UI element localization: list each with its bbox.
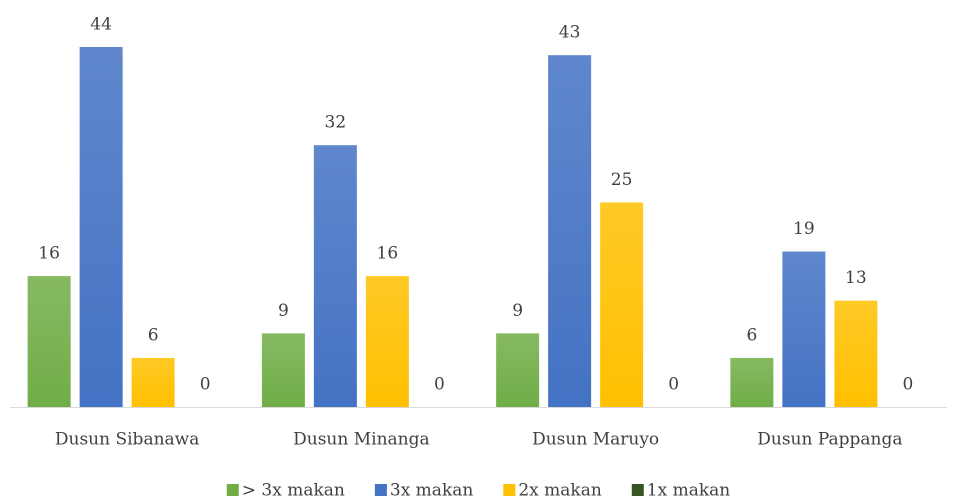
legend-label: 2x makan [518,481,601,501]
x-tick-label: Dusun Maruyo [532,430,659,450]
x-tick-label: Dusun Minanga [293,430,430,450]
legend-swatch [374,484,387,496]
bar [834,300,878,407]
data-label: 0 [434,375,445,395]
bar [79,47,123,407]
bar [365,276,409,407]
data-label: 9 [278,301,289,321]
data-label: 9 [512,301,523,321]
data-label: 16 [38,244,60,264]
data-label: 25 [611,170,633,190]
bar [261,333,305,407]
data-label: 0 [902,375,913,395]
bar [27,276,71,407]
x-tick-label: Dusun Sibanawa [55,430,199,450]
data-label: 32 [325,113,347,133]
bar [782,251,826,407]
bar [496,333,540,407]
bar [600,202,644,407]
legend-swatch [226,484,239,496]
legend-swatch [631,484,644,496]
x-tick-label: Dusun Pappanga [757,430,902,450]
data-label: 0 [668,375,679,395]
data-label: 16 [377,244,399,264]
bar [131,357,175,407]
data-label: 6 [746,325,757,345]
bar [548,55,592,407]
data-label: 19 [793,219,815,239]
data-label: 0 [200,375,211,395]
data-label: 43 [559,23,581,43]
bar [730,357,774,407]
legend-swatch [503,484,516,496]
data-label: 13 [845,268,867,288]
legend-label: 3x makan [390,481,473,501]
data-label: 6 [148,325,159,345]
legend-label: 1x makan [647,481,730,501]
data-label: 44 [90,15,112,35]
legend-label: > 3x makan [242,481,345,501]
bar [313,145,357,407]
